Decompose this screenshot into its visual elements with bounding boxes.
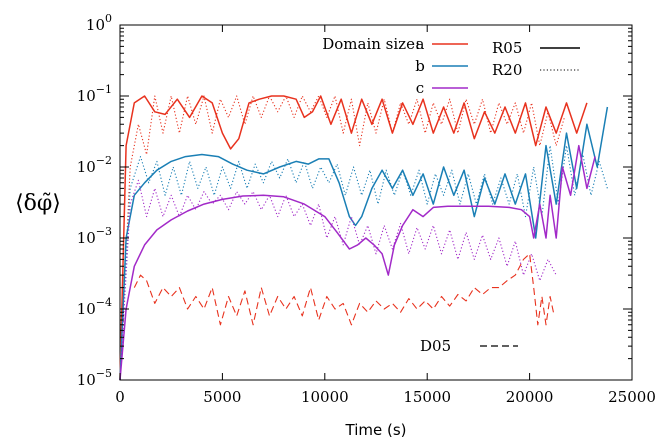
y-tick-label: 100 <box>86 12 112 34</box>
legend-domain-letter: c <box>416 79 424 97</box>
series-group <box>119 95 609 381</box>
series-line-b-r05 <box>119 106 609 381</box>
ticks-group: 0 5000 10000 15000 20000 25000 100 10−1 10−2 10−3… <box>77 12 656 406</box>
x-tick-label: 15000 <box>403 388 451 406</box>
series-line-d05-d05 <box>133 253 555 326</box>
y-tick-label: 10−2 <box>77 154 112 176</box>
y-tick-label: 10−3 <box>77 225 112 247</box>
series-line-a-r20 <box>119 95 565 381</box>
x-tick-label: 25000 <box>608 388 656 406</box>
legend-run-label: R05 <box>492 39 522 57</box>
y-axis-label: ⟨δφ̃⟩ <box>15 191 61 216</box>
legend-domain-letter: a <box>416 35 425 53</box>
x-tick-label: 0 <box>115 388 125 406</box>
axes <box>119 24 633 381</box>
series-line-c-r20 <box>119 179 557 381</box>
legend-run-label: R20 <box>492 61 522 79</box>
y-tick-label: 10−4 <box>77 296 112 318</box>
series-line-c-r05 <box>119 144 596 381</box>
x-tick-label: 20000 <box>506 388 554 406</box>
legend-domain-letter: b <box>415 57 425 75</box>
x-axis-label: Time (s) <box>345 421 407 439</box>
legend: Domain size:abc R05 R20 D05 <box>322 35 580 355</box>
plot-frame <box>119 24 633 381</box>
y-axis-label-group: ⟨δφ̃⟩ <box>15 191 61 216</box>
y-tick-label: 10−1 <box>77 83 112 105</box>
legend-d05-label: D05 <box>420 337 451 355</box>
series-line-a-r05 <box>119 95 588 381</box>
y-tick-label: 10−5 <box>77 367 112 389</box>
x-tick-label: 5000 <box>203 388 241 406</box>
x-tick-label: 10000 <box>301 388 349 406</box>
legend-domain-title: Domain size: <box>322 35 420 53</box>
